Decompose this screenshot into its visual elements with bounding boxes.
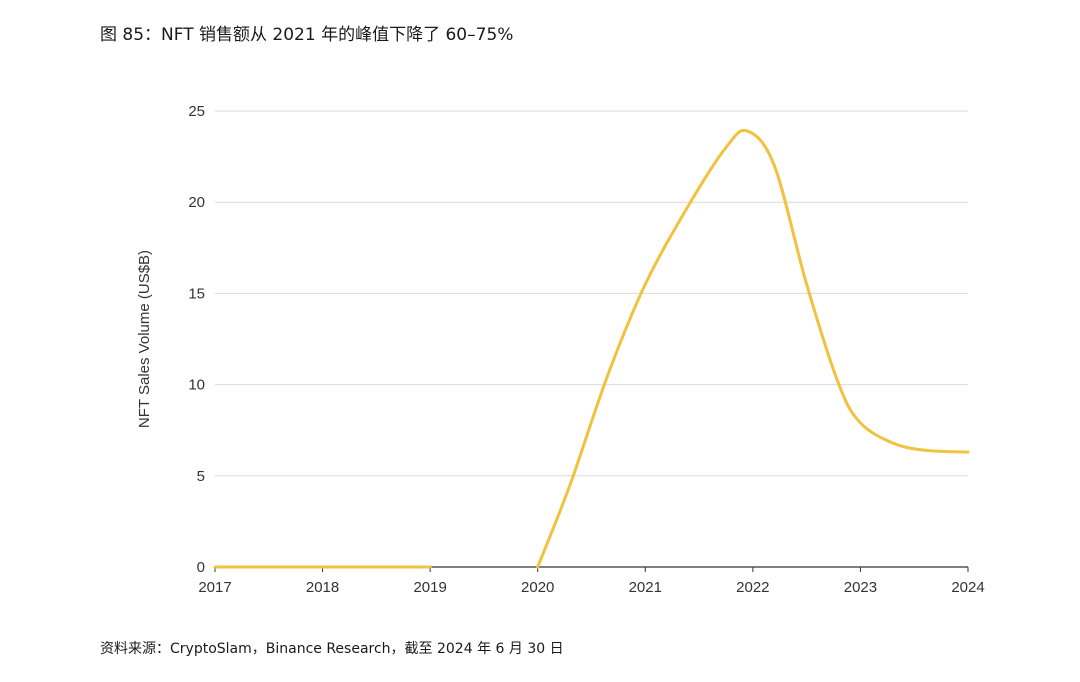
series-line-segment-2 (536, 128, 970, 569)
x-tick-label-2020: 2020 (521, 579, 554, 596)
y-tick-label-10: 10 (188, 377, 205, 394)
figure-source: 资料来源：CryptoSlam，Binance Research，截至 2024… (100, 641, 564, 657)
label-layer: 0 5 10 15 20 25 2017 2018 2019 2020 2021 2022 2023 20… (136, 103, 985, 596)
x-tick-label-2019: 2019 (413, 579, 446, 596)
y-tick-label-20: 20 (188, 194, 205, 211)
y-tick-label-15: 15 (188, 285, 205, 302)
x-tick-label-2023: 2023 (844, 579, 877, 596)
x-tick-label-2022: 2022 (736, 579, 769, 596)
x-tick-label-2024: 2024 (951, 579, 984, 596)
series-layer (213, 128, 970, 569)
y-tick-label-5: 5 (197, 468, 205, 485)
y-tick-label-25: 25 (188, 103, 205, 120)
y-tick-label-0: 0 (197, 559, 205, 576)
figure-title: 图 85：NFT 销售额从 2021 年的峰值下降了 60–75% (100, 25, 514, 45)
x-tick-label-2021: 2021 (629, 579, 662, 596)
x-tick-label-2017: 2017 (198, 579, 231, 596)
x-tick-label-2018: 2018 (306, 579, 339, 596)
grid-layer (215, 110, 968, 477)
y-axis-title: NFT Sales Volume (US$B) (136, 250, 153, 428)
